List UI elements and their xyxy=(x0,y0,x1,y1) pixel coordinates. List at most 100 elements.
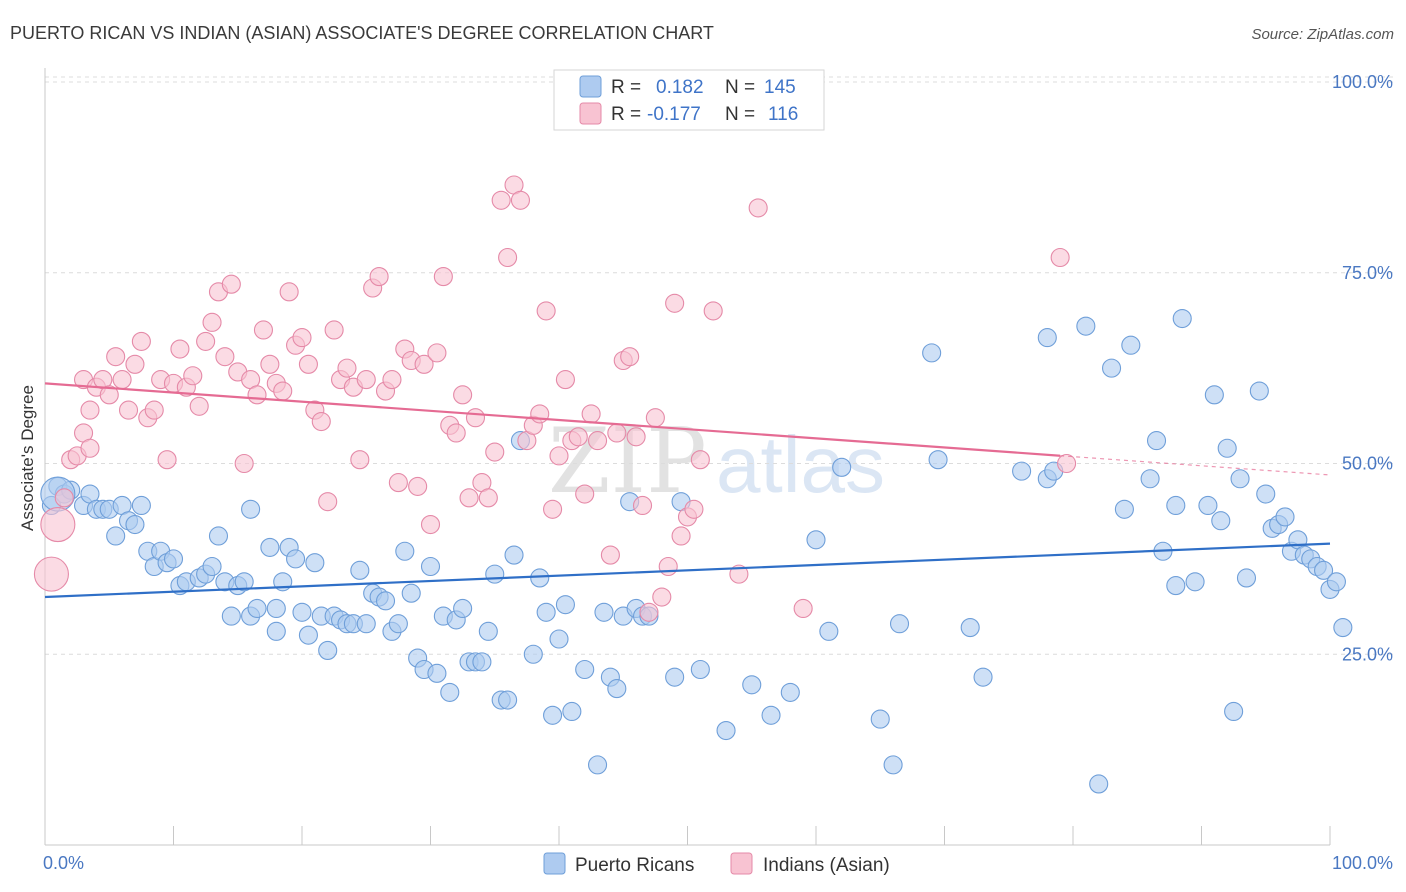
data-point xyxy=(401,583,421,603)
data-point xyxy=(780,682,800,702)
data-point xyxy=(973,667,993,687)
data-point xyxy=(498,247,518,268)
legend-n-label: N = xyxy=(725,77,755,98)
data-point xyxy=(118,400,139,420)
data-point xyxy=(530,404,550,424)
legend-swatch-puerto-ricans xyxy=(579,75,602,98)
data-point xyxy=(298,625,318,645)
tick-labels: 25.0% 50.0% 75.0% 100.0% 0.0% 100.0% xyxy=(43,72,1393,873)
data-point xyxy=(196,331,216,351)
data-point xyxy=(510,190,531,210)
trend-line-extension xyxy=(1060,455,1331,476)
data-point xyxy=(1224,701,1244,722)
legend-stats: R = 0.182 N = 145 R = -0.177 N = 116 xyxy=(553,69,825,131)
data-point xyxy=(408,476,428,496)
data-point xyxy=(414,354,434,374)
data-point xyxy=(1236,568,1257,588)
data-point xyxy=(491,190,511,210)
data-point xyxy=(523,644,543,664)
data-point xyxy=(350,560,370,580)
data-point xyxy=(80,438,100,458)
data-point xyxy=(318,492,338,512)
data-point xyxy=(1012,461,1032,481)
data-point xyxy=(1037,328,1057,348)
data-point xyxy=(652,587,672,607)
data-point xyxy=(671,526,691,546)
data-point xyxy=(157,450,177,470)
data-point xyxy=(819,621,839,641)
data-point xyxy=(356,370,376,390)
data-point xyxy=(639,602,659,622)
data-point xyxy=(1217,438,1237,458)
legend-r-value: 0.182 xyxy=(656,77,704,98)
data-point xyxy=(485,442,505,462)
data-point xyxy=(536,301,556,321)
data-point xyxy=(241,499,261,519)
data-point xyxy=(530,568,550,588)
data-point xyxy=(388,473,408,493)
legend-swatch-indians-asian xyxy=(579,102,602,125)
data-point xyxy=(234,572,254,592)
data-point xyxy=(453,385,473,405)
data-point xyxy=(729,564,749,584)
data-point xyxy=(170,339,190,359)
data-point xyxy=(1114,499,1134,519)
data-point xyxy=(761,705,781,725)
data-point xyxy=(183,366,203,386)
data-point xyxy=(1204,385,1224,405)
data-point xyxy=(543,705,563,725)
data-point xyxy=(202,312,222,332)
legend-r-value: -0.177 xyxy=(647,104,701,125)
data-point xyxy=(208,526,229,546)
data-point xyxy=(690,450,710,470)
data-point xyxy=(928,450,948,470)
data-point xyxy=(665,293,685,313)
data-point xyxy=(960,617,980,638)
data-point xyxy=(690,659,710,680)
data-point xyxy=(594,602,614,622)
data-point xyxy=(221,274,241,294)
data-point xyxy=(632,495,653,516)
data-point xyxy=(575,659,595,680)
data-point xyxy=(125,354,145,374)
y-tick-label: 100.0% xyxy=(1332,72,1393,92)
data-point xyxy=(247,598,267,619)
data-point xyxy=(33,556,69,592)
trend-line-puerto-ricans xyxy=(44,542,1331,599)
legend-swatch-puerto-ricans xyxy=(543,852,566,875)
series-indians-asian xyxy=(33,175,1077,622)
data-point xyxy=(1140,469,1160,489)
watermark: ZIP atlas xyxy=(548,409,885,514)
data-point xyxy=(793,598,813,619)
data-point xyxy=(337,358,357,378)
data-point xyxy=(375,591,396,611)
data-point xyxy=(1333,617,1353,638)
data-point xyxy=(806,530,826,550)
data-point xyxy=(922,343,942,363)
data-point xyxy=(131,495,151,516)
data-point xyxy=(575,484,595,504)
watermark-atlas: atlas xyxy=(716,420,885,509)
data-point xyxy=(587,755,608,775)
data-point xyxy=(54,488,74,508)
data-point xyxy=(587,431,608,451)
data-point xyxy=(581,404,601,424)
data-point xyxy=(40,506,76,543)
data-point xyxy=(549,446,569,466)
data-point xyxy=(80,400,100,420)
x-tick-label-max: 100.0% xyxy=(1332,853,1393,873)
data-point xyxy=(883,755,903,775)
y-tick-label: 50.0% xyxy=(1342,454,1393,474)
data-point xyxy=(555,370,575,390)
data-point xyxy=(388,614,408,634)
data-point xyxy=(260,537,280,557)
data-point xyxy=(420,556,441,577)
data-point xyxy=(555,595,575,615)
data-point xyxy=(703,301,723,321)
data-point xyxy=(478,621,498,641)
data-point xyxy=(1256,484,1276,504)
data-point xyxy=(433,267,453,287)
data-point xyxy=(1166,576,1186,596)
data-point xyxy=(716,720,736,741)
